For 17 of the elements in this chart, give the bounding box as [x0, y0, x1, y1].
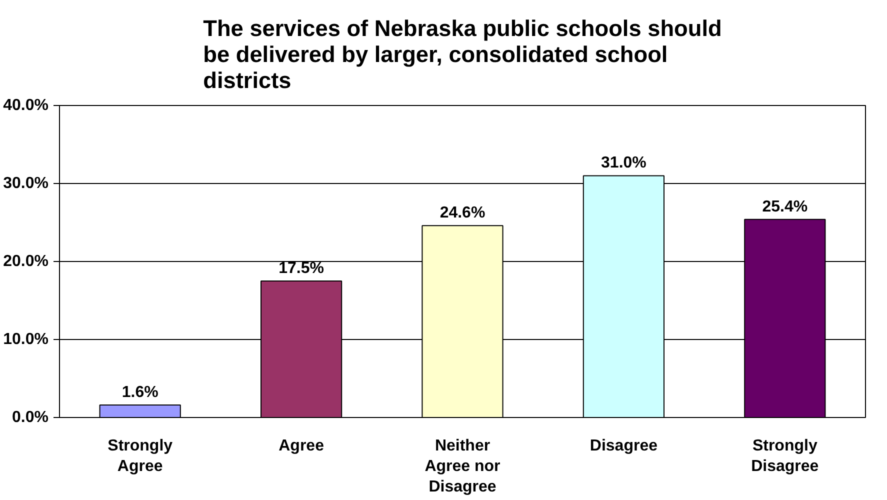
y-tick-label: 0.0% [12, 409, 48, 426]
bar [99, 404, 181, 418]
x-tick-label: Strongly Agree [108, 438, 173, 475]
data-label: 31.0% [601, 154, 646, 172]
data-label: 1.6% [122, 384, 158, 402]
y-tick-label: 30.0% [3, 175, 49, 192]
data-label: 17.5% [278, 260, 324, 277]
x-tick-label: Disagree [590, 438, 658, 454]
data-label: 24.6% [440, 204, 486, 222]
x-tick-label: Agree [278, 438, 324, 454]
y-tick-label: 40.0% [3, 97, 49, 114]
data-label: 25.4% [762, 198, 808, 216]
x-tick-label: Neither Agree nor Disagree [424, 438, 500, 496]
y-tick-label: 20.0% [3, 253, 49, 270]
chart-title: The services of Nebraska public schools should be delivered by larger, consolidated school districts [203, 15, 722, 93]
x-tick-label: Strongly Disagree [751, 438, 819, 475]
y-tick-label: 10.0% [3, 331, 49, 348]
